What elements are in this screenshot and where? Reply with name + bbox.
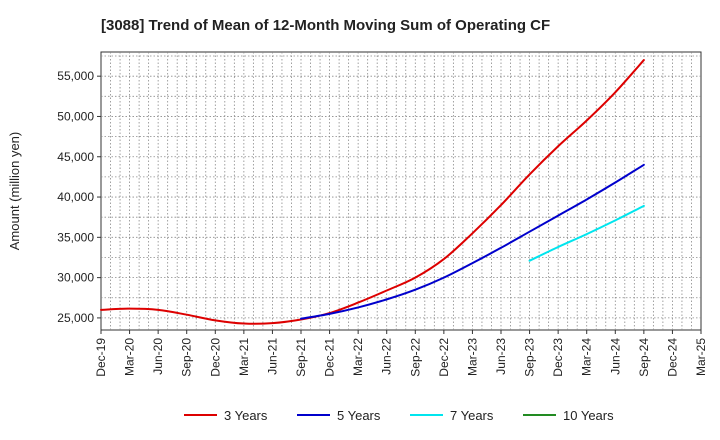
series-line-7-years <box>528 204 645 262</box>
x-tick-label: Sep-23 <box>523 338 537 377</box>
x-tick-label: Sep-22 <box>408 338 422 377</box>
y-tick-label: 40,000 <box>57 190 94 204</box>
y-tick-label: 45,000 <box>57 150 94 164</box>
y-axis-ticks: 25,000 30,000 35,000 40,000 45,000 50,000 55,0… <box>57 69 101 325</box>
legend-label-10-years: 10 Years <box>563 408 614 423</box>
x-tick-label: Mar-25 <box>694 338 708 376</box>
x-tick-label: Mar-20 <box>123 338 137 376</box>
series-lines <box>100 59 645 325</box>
x-tick-label: Sep-24 <box>637 338 651 377</box>
y-tick-label: 30,000 <box>57 271 94 285</box>
x-tick-label: Mar-24 <box>580 338 594 376</box>
x-tick-label: Jun-24 <box>608 338 622 375</box>
x-tick-label: Mar-21 <box>237 338 251 376</box>
x-tick-label: Mar-22 <box>351 338 365 376</box>
x-tick-label: Dec-22 <box>437 338 451 377</box>
x-tick-label: Dec-23 <box>551 338 565 377</box>
legend: 3 Years 5 Years 7 Years 10 Years <box>184 408 614 423</box>
x-tick-label: Jun-21 <box>265 338 279 375</box>
legend-label-5-years: 5 Years <box>337 408 381 423</box>
x-tick-label: Jun-23 <box>494 338 508 375</box>
plot-area-frame <box>100 51 702 331</box>
grid-lines <box>101 52 701 330</box>
legend-label-7-years: 7 Years <box>450 408 494 423</box>
x-axis-ticks: Dec-19 Mar-20 Jun-20 Sep-20 Dec-20 Mar-21 Jun-… <box>94 330 708 377</box>
x-tick-label: Jun-20 <box>151 338 165 375</box>
x-tick-label: Sep-21 <box>294 338 308 377</box>
legend-label-3-years: 3 Years <box>224 408 268 423</box>
chart-title: [3088] Trend of Mean of 12-Month Moving … <box>101 17 550 34</box>
series-line-5-years <box>300 163 645 320</box>
x-tick-label: Dec-24 <box>665 338 679 377</box>
y-tick-label: 25,000 <box>57 311 94 325</box>
x-tick-label: Sep-20 <box>180 338 194 377</box>
x-tick-label: Dec-21 <box>323 338 337 377</box>
x-tick-label: Dec-20 <box>208 338 222 377</box>
y-tick-label: 50,000 <box>57 109 94 123</box>
x-tick-label: Mar-23 <box>465 338 479 376</box>
x-tick-label: Dec-19 <box>94 338 108 377</box>
y-tick-label: 35,000 <box>57 230 94 244</box>
y-axis-label: Amount (million yen) <box>7 132 22 251</box>
x-tick-label: Jun-22 <box>380 338 394 375</box>
series-line-3-years <box>100 59 645 325</box>
y-tick-label: 55,000 <box>57 69 94 83</box>
